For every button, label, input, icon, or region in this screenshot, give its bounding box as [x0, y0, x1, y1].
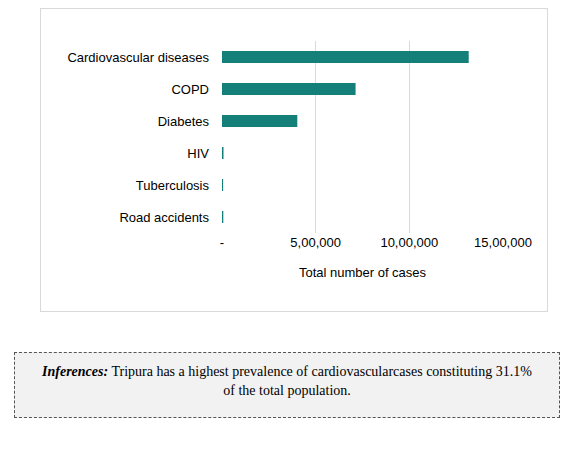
svg-text:Total number of cases: Total number of cases	[299, 265, 427, 280]
html-text:Inferences: Tripura has a high: Inferences: Tripura has a highest preval…	[42, 364, 532, 398]
svg-text:Diabetes: Diabetes	[158, 114, 210, 129]
svg-text:5,00,000: 5,00,000	[290, 235, 341, 250]
svg-text:15,00,000: 15,00,000	[474, 235, 532, 250]
svg-text:-: -	[220, 235, 224, 250]
svg-text:Cardiovascular diseases: Cardiovascular diseases	[67, 50, 209, 65]
svg-text:10,00,000: 10,00,000	[380, 235, 438, 250]
svg-text:Road accidents: Road accidents	[119, 210, 209, 225]
svg-text:COPD: COPD	[171, 82, 209, 97]
svg-text:HIV: HIV	[187, 146, 209, 161]
svg-text:Tuberculosis: Tuberculosis	[136, 178, 210, 193]
